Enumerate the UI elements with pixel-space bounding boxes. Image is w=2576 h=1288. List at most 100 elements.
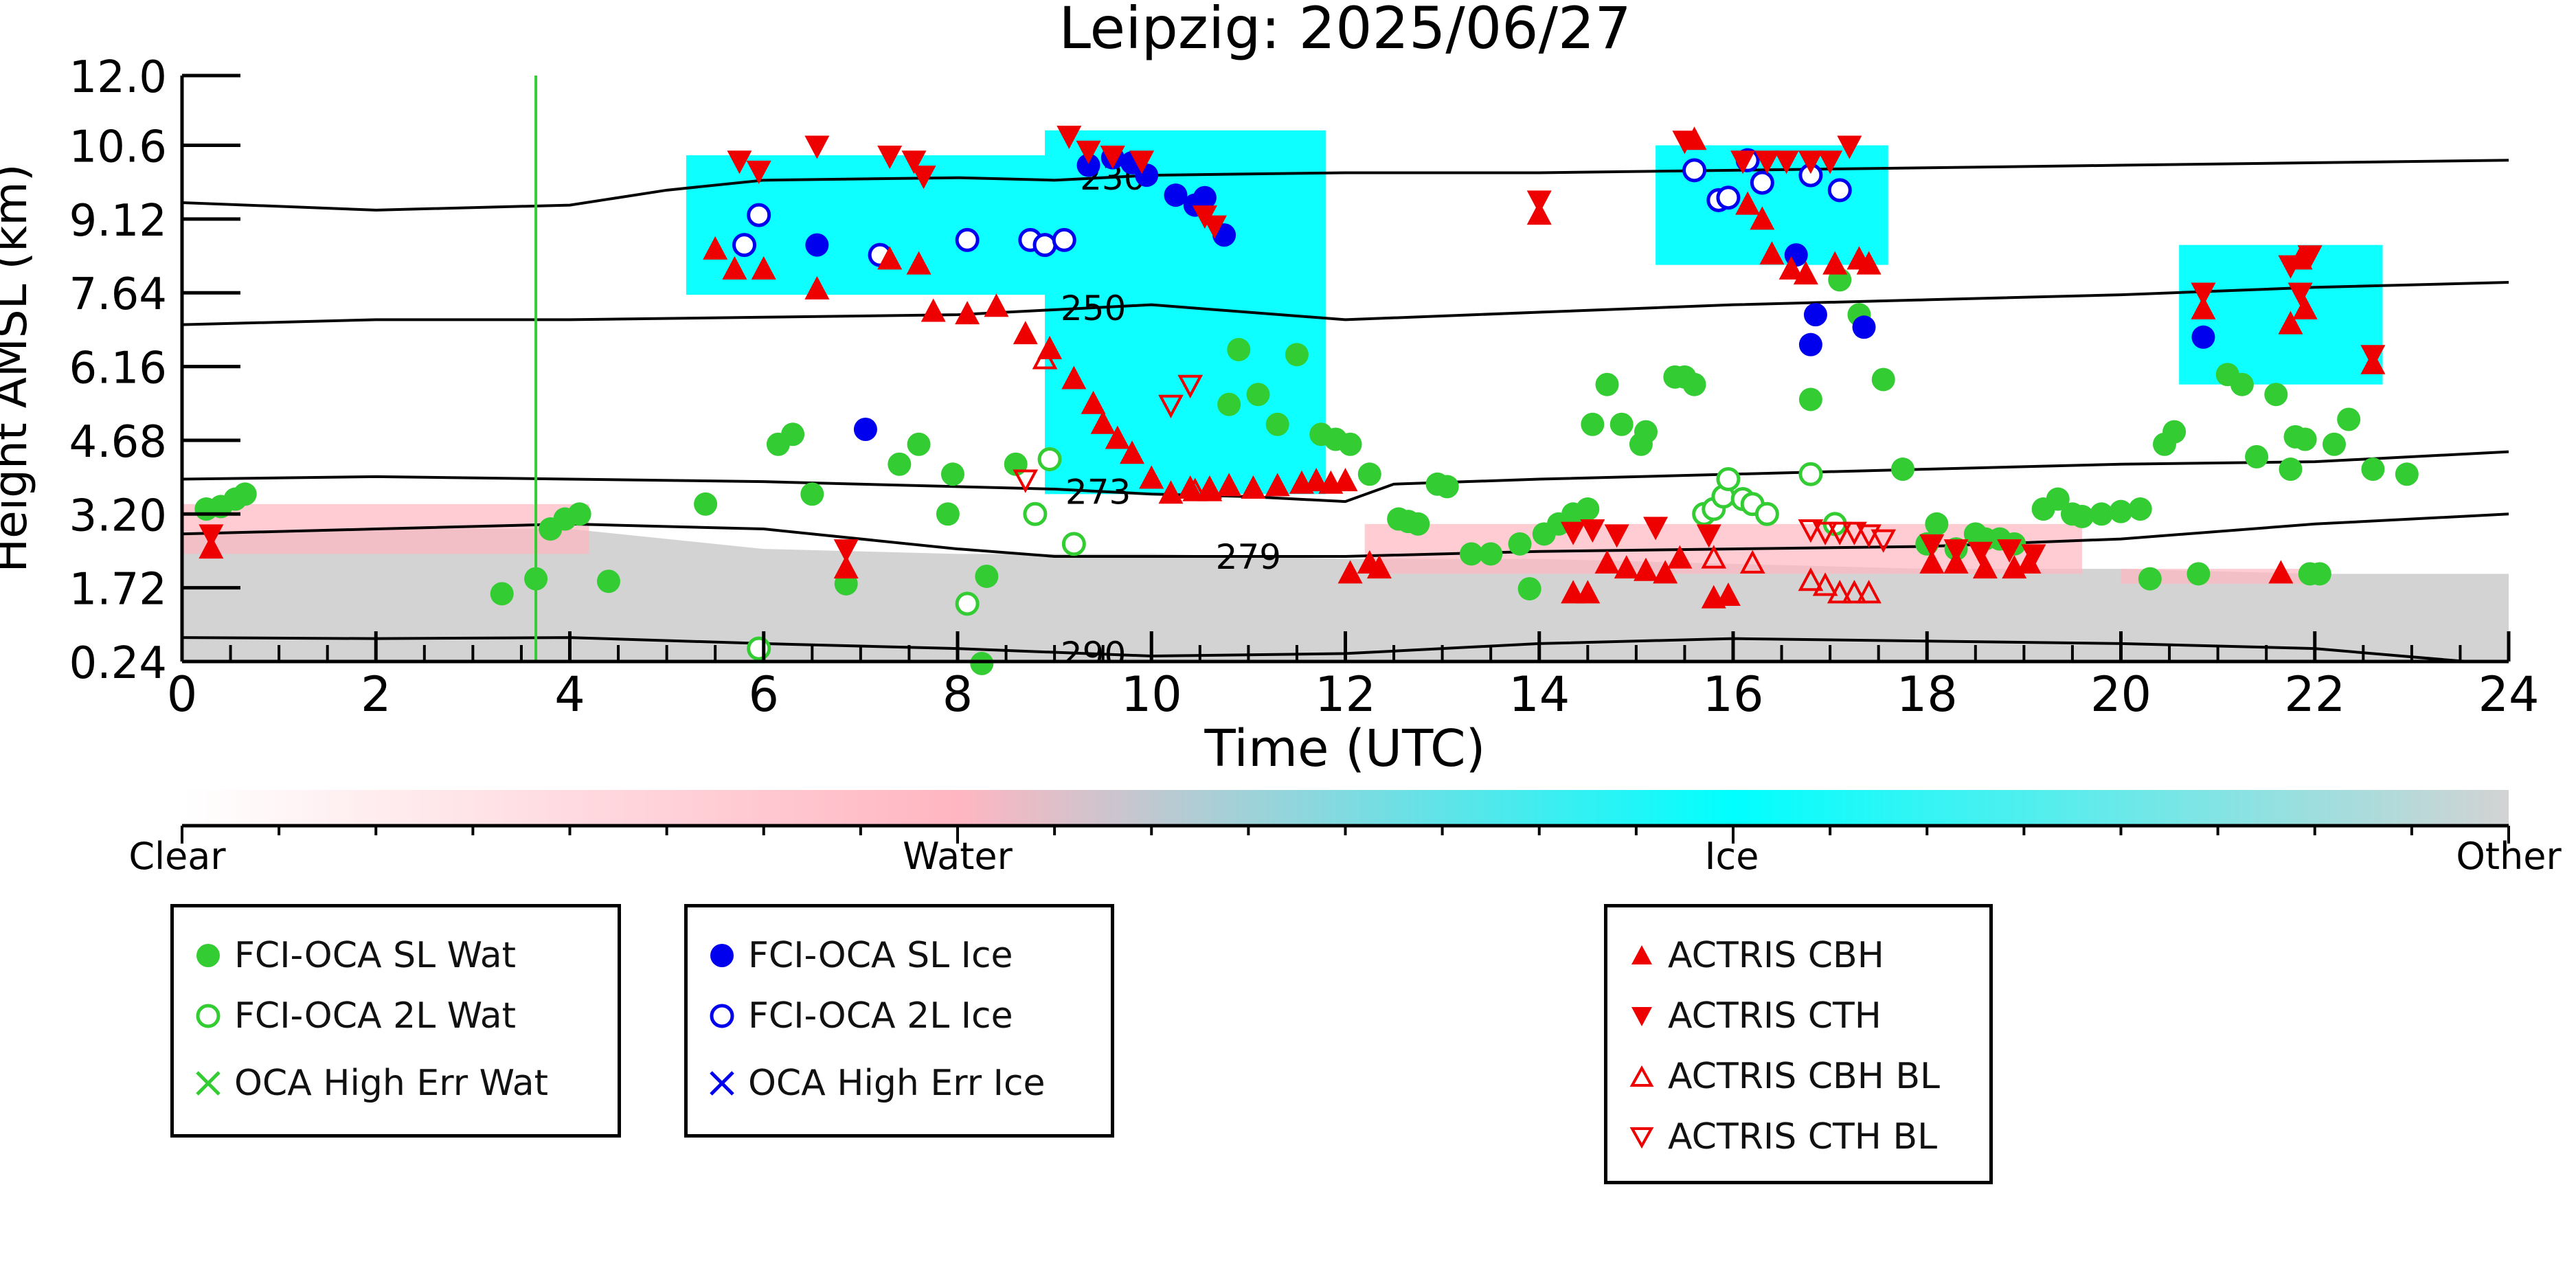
y-tick-label: 0.24 (69, 638, 168, 689)
point-actris-cth (2191, 282, 2216, 306)
point-actris-cth (2021, 544, 2046, 568)
point-actris-cbh-bl (1827, 580, 1853, 604)
point-actris-cbh (1366, 555, 1392, 579)
y-tick-label: 3.20 (69, 490, 168, 541)
class-region-other (182, 529, 2509, 662)
point-fci-oca-sl-ice (1798, 332, 1822, 357)
point-fci-oca-2l-wat (1023, 501, 1048, 526)
point-fci-oca-sl-wat (2109, 499, 2133, 523)
point-fci-oca-sl-wat (781, 422, 805, 447)
point-actris-cbh-bl (1812, 572, 1838, 596)
point-fci-oca-sl-ice (1193, 185, 1217, 210)
point-actris-cth (1643, 517, 1669, 541)
point-actris-cth (1730, 150, 1756, 174)
legend-item: FCI-OCA SL Ice (708, 935, 1013, 976)
point-actris-cbh (1653, 560, 1678, 584)
point-actris-cth (746, 160, 771, 184)
point-fci-oca-2l-wat (1798, 462, 1823, 486)
point-actris-cth (1774, 150, 1799, 174)
point-actris-cbh (1158, 480, 1184, 504)
point-fci-oca-sl-wat (2070, 504, 2094, 528)
x-ticks: 0 2 4 6 8 10 12 14 16 18 20 22 24 (167, 631, 2540, 723)
point-fci-oca-2l-ice (747, 203, 771, 227)
point-actris-cth (1076, 140, 1101, 164)
point-actris-cbh (2292, 295, 2318, 319)
point-actris-cth (1798, 150, 1823, 174)
legend-item: OCA High Err Wat (194, 1063, 548, 1104)
colorbar-label-water: Water (903, 835, 1013, 878)
x-tick-label: 24 (2478, 666, 2539, 723)
point-fci-oca-2l-wat (1037, 447, 1062, 472)
point-fci-oca-sl-wat (1265, 412, 1289, 436)
point-actris-cth-bl (1177, 374, 1204, 398)
point-fci-oca-sl-wat (1634, 420, 1658, 444)
point-fci-oca-sl-wat (1459, 542, 1483, 566)
point-actris-cbh (2278, 310, 2303, 335)
point-actris-cth-bl (1856, 524, 1882, 548)
point-fci-oca-sl-wat (975, 564, 999, 588)
point-actris-cth (1754, 150, 1780, 174)
point-actris-cbh (2016, 550, 2042, 574)
point-fci-oca-sl-wat (1925, 512, 1949, 536)
point-actris-cth (833, 539, 859, 563)
x-tick-label: 22 (2284, 666, 2345, 723)
legend-item: FCI-OCA 2L Wat (194, 995, 516, 1037)
x-tick-label: 10 (1121, 666, 1182, 723)
point-actris-cbh (722, 256, 747, 280)
point-fci-oca-sl-wat (2128, 497, 2152, 521)
point-actris-cth (1919, 534, 1945, 558)
point-fci-oca-sl-ice (805, 233, 829, 257)
point-actris-cbh (1614, 555, 1639, 579)
isotherm-label: 273 (1065, 472, 1131, 512)
point-actris-cth-bl (1842, 521, 1867, 545)
point-actris-cth-bl (1158, 394, 1184, 418)
point-fci-oca-sl-wat (596, 569, 620, 594)
class-region-water (2121, 569, 2315, 584)
point-fci-oca-sl-wat (1682, 372, 1706, 396)
point-actris-cbh (2191, 295, 2216, 319)
point-actris-cbh (1856, 251, 1882, 275)
point-fci-oca-sl-wat (2187, 562, 2211, 586)
point-fci-oca-sl-wat (490, 582, 514, 606)
legend-label: ACTRIS CBH BL (1668, 1056, 1940, 1097)
point-actris-cbh-bl (1032, 346, 1058, 370)
legend-item: FCI-OCA SL Wat (194, 935, 516, 976)
legend-item: ACTRIS CTH BL (1628, 1116, 1937, 1157)
point-actris-cth (1526, 190, 1552, 214)
point-actris-cbh (1793, 261, 1818, 285)
point-actris-cth (1672, 131, 1697, 155)
open-triangle-up-icon (1629, 1065, 1654, 1087)
point-fci-oca-sl-wat (1508, 532, 1532, 556)
point-actris-cth (2360, 345, 2386, 369)
legend-item: ACTRIS CTH (1628, 995, 1882, 1037)
point-fci-oca-sl-wat (2293, 427, 2317, 451)
point-actris-cbh (1139, 465, 1164, 489)
point-actris-cth (1057, 126, 1082, 150)
legend-item: FCI-OCA 2L Ice (708, 995, 1013, 1037)
isotherm-label: 290 (1061, 635, 1126, 675)
point-actris-cbh (1575, 580, 1601, 604)
point-actris-cbh (1090, 410, 1116, 434)
point-fci-oca-sl-wat (940, 462, 964, 486)
point-fci-oca-2l-ice (955, 227, 980, 252)
point-actris-cbh (1304, 468, 1329, 492)
point-fci-oca-sl-wat (1576, 497, 1600, 521)
x-tick-label: 14 (1509, 666, 1570, 723)
x-tick-label: 8 (942, 666, 973, 723)
point-actris-cth (1696, 524, 1721, 548)
isotherm-250 (182, 281, 2509, 326)
point-actris-cbh (804, 275, 830, 300)
point-actris-cbh (1667, 545, 1693, 569)
point-fci-oca-sl-wat (1595, 372, 1619, 396)
isotherm-230 (182, 159, 2509, 212)
point-fci-oca-sl-ice (2191, 325, 2215, 349)
point-fci-oca-sl-ice (1803, 303, 1827, 327)
point-fci-oca-sl-wat (1217, 392, 1241, 416)
point-actris-cbh (1241, 475, 1266, 499)
point-actris-cth (911, 166, 936, 190)
colorbar-ticks (181, 826, 2510, 844)
x-icon (710, 1071, 734, 1096)
legend-label: FCI-OCA 2L Wat (234, 995, 517, 1037)
point-fci-oca-sl-wat (970, 651, 994, 675)
open-circle-icon (196, 1004, 221, 1028)
